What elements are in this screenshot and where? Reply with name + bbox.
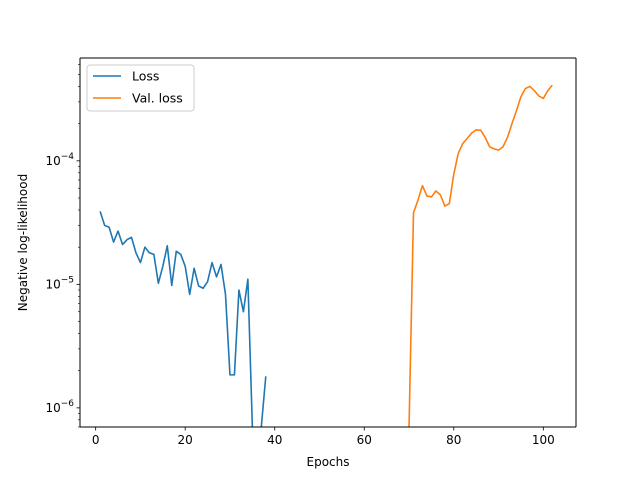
series-line-loss <box>99 211 267 427</box>
x-tick-label: 40 <box>267 433 282 447</box>
y-axis-label: Negative log-likelihood <box>16 174 30 311</box>
y-tick-label: 10−5 <box>45 275 74 291</box>
x-tick-label: 0 <box>92 433 100 447</box>
x-tick-label: 20 <box>178 433 193 447</box>
x-axis-label: Epochs <box>307 455 350 469</box>
legend-label-loss: Loss <box>132 69 159 84</box>
legend-label-val-loss: Val. loss <box>132 91 183 106</box>
y-tick-label: 10−4 <box>45 152 74 168</box>
series-layer <box>99 84 553 427</box>
x-tick-label: 80 <box>446 433 461 447</box>
y-tick-label: 10−6 <box>45 399 74 415</box>
series-line-val-loss <box>408 84 553 427</box>
x-tick-label: 60 <box>357 433 372 447</box>
plot-area <box>80 58 576 427</box>
axes-layer <box>79 57 577 428</box>
x-tick-label: 100 <box>532 433 555 447</box>
legend: Loss Val. loss <box>86 64 195 112</box>
ticks-layer: 0 20 40 60 80 100 10−6 10−5 10−4 <box>45 64 555 447</box>
